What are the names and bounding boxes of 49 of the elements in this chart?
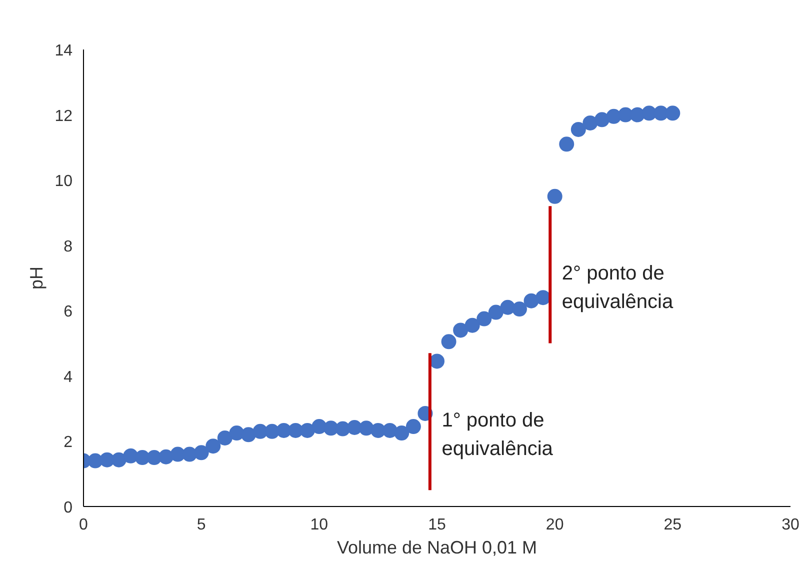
point xyxy=(347,420,362,435)
x-tick-label: 20 xyxy=(546,516,564,534)
point xyxy=(464,318,480,333)
point xyxy=(559,136,574,152)
point xyxy=(382,422,398,438)
point xyxy=(358,420,374,436)
point xyxy=(441,334,456,350)
y-tick-label: 6 xyxy=(64,304,73,321)
point xyxy=(111,452,126,468)
x-tick-label: 0 xyxy=(79,516,88,534)
x-tick-label: 30 xyxy=(782,516,800,534)
point xyxy=(536,290,551,306)
point xyxy=(512,302,527,316)
point xyxy=(430,354,444,369)
point xyxy=(524,293,539,308)
point xyxy=(594,112,610,128)
point xyxy=(312,419,327,434)
x-tick-label: 15 xyxy=(428,516,446,534)
point xyxy=(547,188,562,204)
point xyxy=(665,106,680,121)
y-tick-label: 2 xyxy=(64,434,73,452)
x-tick-label: 25 xyxy=(664,516,682,534)
y-tick-label: 0 xyxy=(64,500,73,516)
point xyxy=(406,419,421,434)
y-tick-label: 10 xyxy=(54,173,73,190)
point xyxy=(217,430,232,446)
point xyxy=(206,438,221,454)
point xyxy=(123,448,138,464)
x-tick-label: 5 xyxy=(196,516,206,534)
point xyxy=(229,426,244,441)
point xyxy=(582,115,598,130)
point xyxy=(476,311,492,326)
point xyxy=(488,304,504,320)
point xyxy=(194,445,209,460)
y-tick-label: 8 xyxy=(64,238,73,256)
point xyxy=(158,449,174,464)
y-tick-label: 14 xyxy=(54,42,73,60)
x-tick-label: 10 xyxy=(310,516,328,534)
y-tick-label: 12 xyxy=(54,108,73,125)
point xyxy=(453,322,468,338)
y-tick-label: 4 xyxy=(64,368,73,386)
y-axis-title: pH xyxy=(26,266,47,290)
point xyxy=(394,426,410,441)
annotation: 1° ponto de equivalência xyxy=(442,409,554,460)
point xyxy=(570,122,586,137)
x-axis-title: Volume de NaOH 0,01 M xyxy=(336,538,538,558)
annotation: 2° ponto de equivalência xyxy=(562,262,674,314)
point xyxy=(300,422,315,438)
point xyxy=(240,427,256,442)
